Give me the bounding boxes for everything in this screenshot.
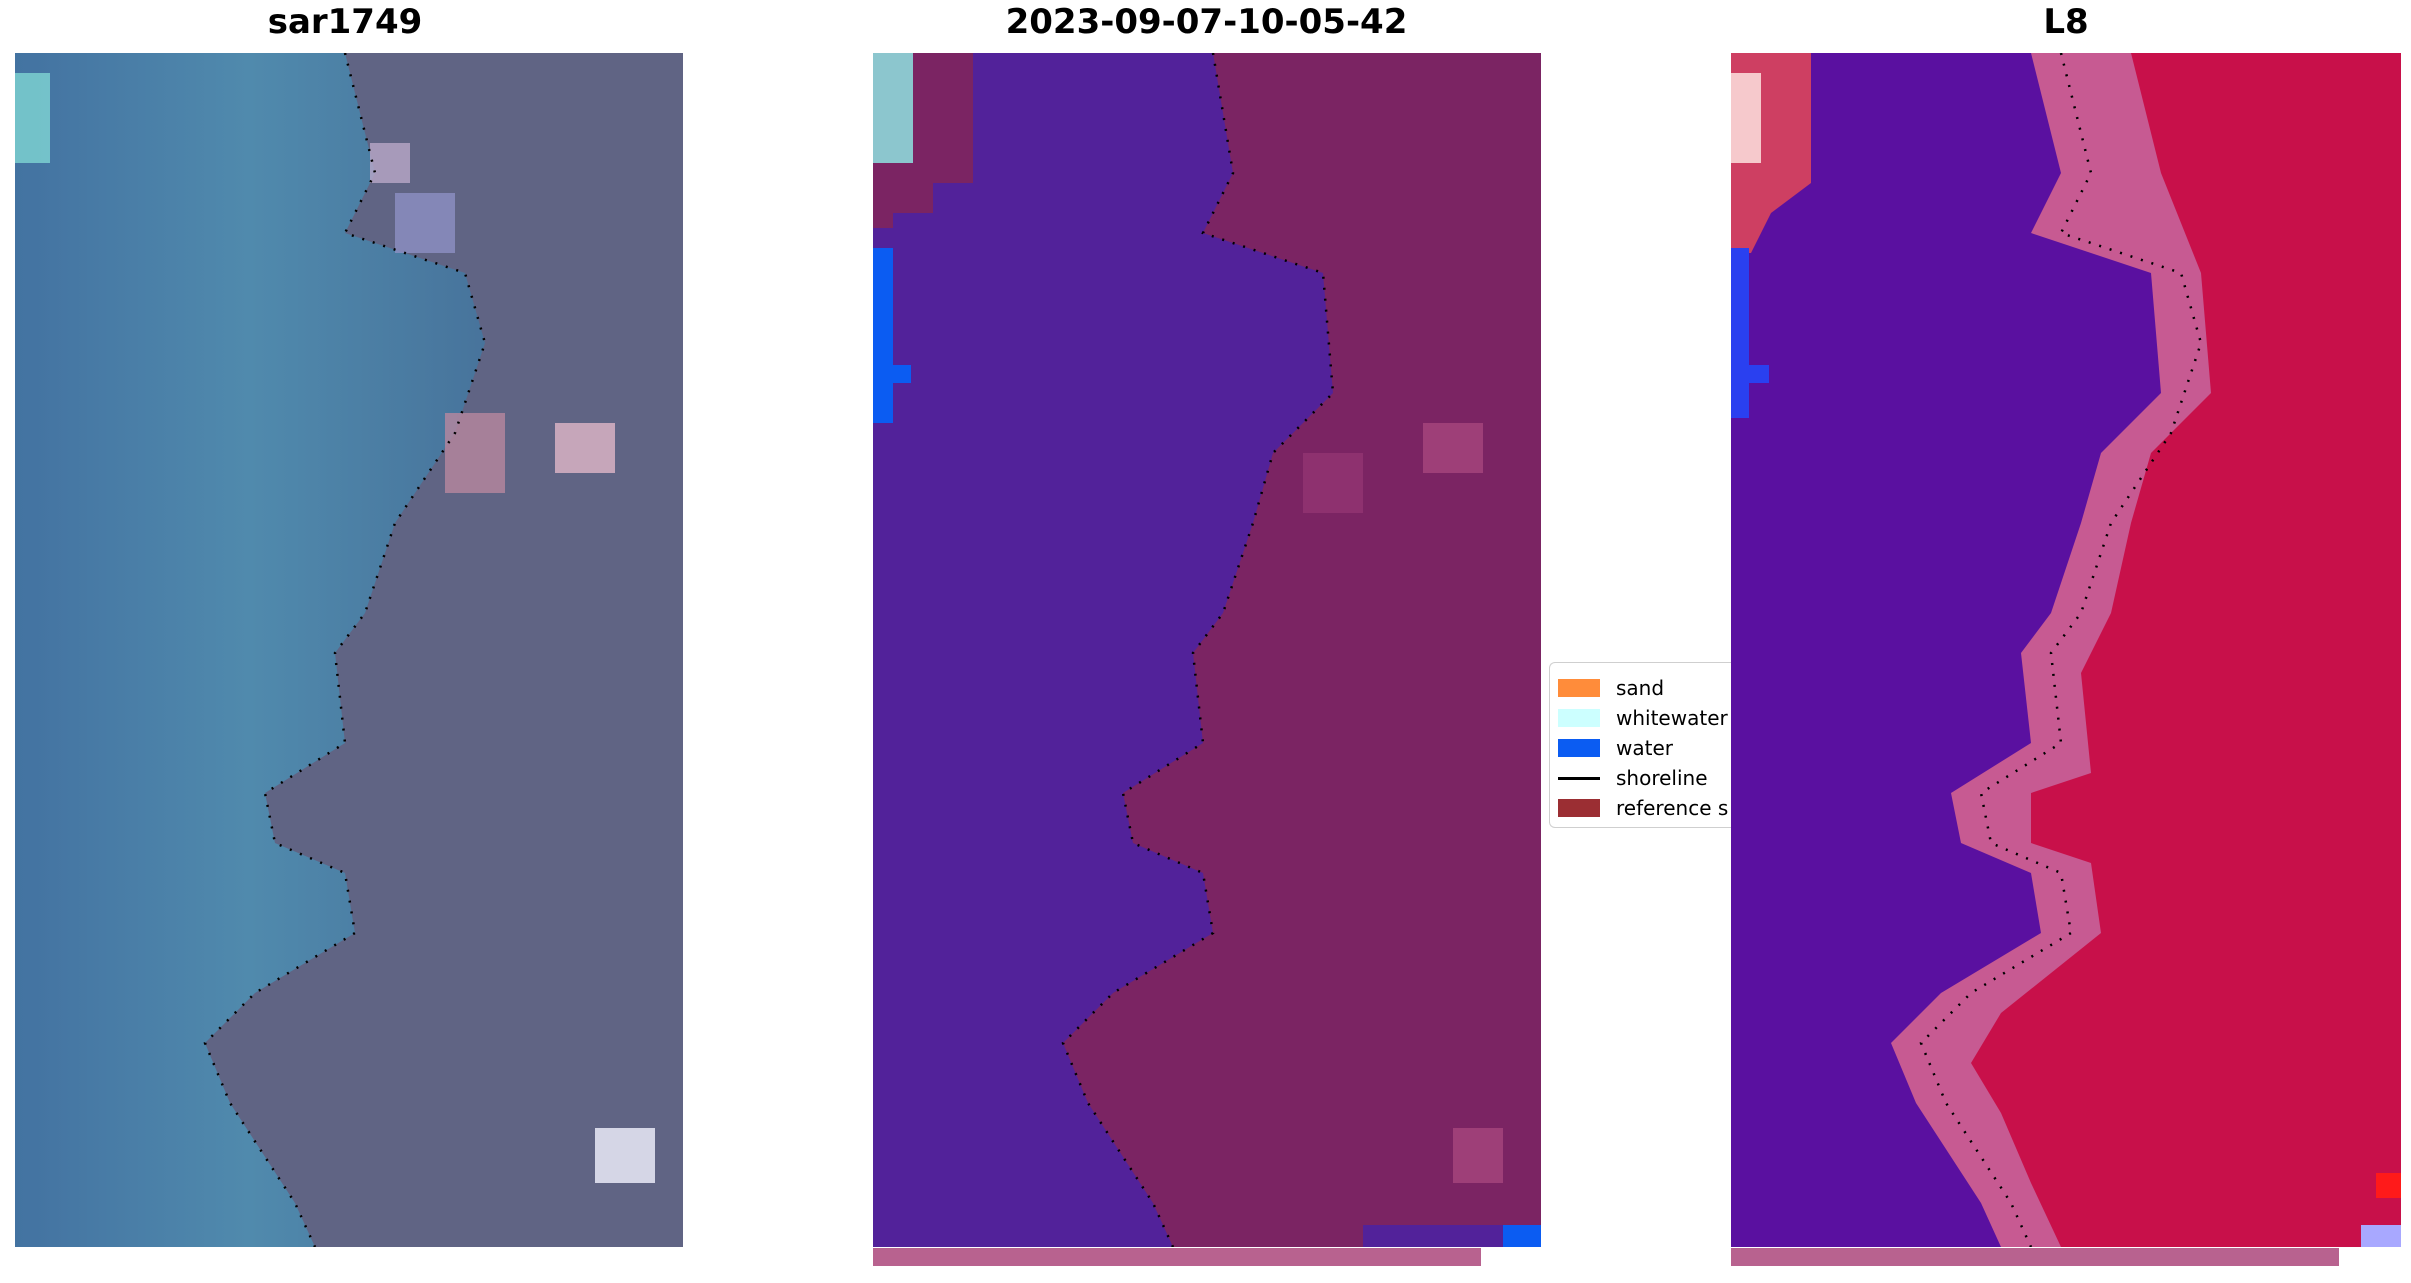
water-pixels-corner xyxy=(1503,1225,1541,1247)
shoreline-dots xyxy=(1919,53,2203,1247)
legend-label: water xyxy=(1616,736,1673,760)
classified-image-panel xyxy=(873,53,1541,1247)
water-class-area xyxy=(873,53,1333,1247)
legend-item-water: water xyxy=(1550,733,1740,763)
panel-title-l8: L8 xyxy=(2043,2,2089,42)
legend-item-whitewater: whitewater xyxy=(1550,703,1740,733)
legend: sand whitewater water shoreline referenc… xyxy=(1549,662,1740,828)
legend-item-reference: reference s xyxy=(1550,793,1740,823)
water-swatch xyxy=(1558,739,1600,757)
whitewater-swatch xyxy=(1558,709,1600,727)
whitewater-pixels xyxy=(873,53,913,163)
legend-label: reference s xyxy=(1616,796,1729,820)
water-pixels xyxy=(873,248,893,423)
rgb-image-panel xyxy=(15,53,683,1247)
index-image-panel xyxy=(1731,53,2401,1247)
sand-swatch xyxy=(1558,679,1600,697)
shoreline-line xyxy=(1558,776,1600,780)
panel-title-sar1749: sar1749 xyxy=(267,2,423,42)
legend-item-shoreline: shoreline xyxy=(1550,763,1740,793)
legend-label: sand xyxy=(1616,676,1665,700)
panel2-bottom-bar xyxy=(873,1248,1481,1266)
bright-patches xyxy=(15,73,655,1183)
panel3-bottom-bar xyxy=(1731,1248,2339,1266)
legend-label: whitewater xyxy=(1616,706,1728,730)
legend-item-sand: sand xyxy=(1550,673,1740,703)
water-index-area xyxy=(1731,53,2161,1247)
shoreline-dots xyxy=(203,53,487,1247)
shoreline-dots xyxy=(1061,53,1335,1247)
reference-swatch xyxy=(1558,799,1600,817)
panel-title-date: 2023-09-07-10-05-42 xyxy=(1005,2,1408,42)
legend-label: shoreline xyxy=(1616,766,1708,790)
